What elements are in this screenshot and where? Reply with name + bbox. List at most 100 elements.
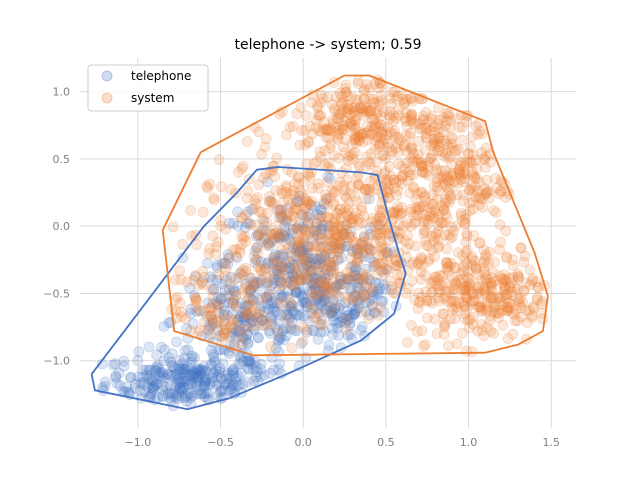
data-point-telephone	[157, 370, 169, 381]
data-point-telephone	[306, 286, 318, 298]
data-point-telephone	[256, 236, 268, 248]
legend-marker-telephone	[101, 70, 113, 82]
data-point-telephone	[154, 367, 166, 379]
data-point-telephone	[283, 300, 295, 312]
data-point-telephone	[274, 232, 286, 244]
data-point-system	[398, 140, 410, 152]
data-point-telephone	[373, 277, 385, 289]
data-point-system	[337, 104, 349, 116]
data-point-telephone	[342, 314, 354, 326]
data-point-telephone	[244, 355, 256, 367]
data-point-telephone	[185, 307, 197, 319]
data-point-system	[386, 147, 398, 158]
data-point-telephone	[275, 292, 287, 304]
data-point-telephone	[288, 263, 300, 274]
data-point-telephone	[322, 229, 334, 241]
data-point-system	[286, 342, 298, 354]
data-point-system	[260, 133, 272, 145]
data-point-system	[512, 268, 524, 280]
data-point-telephone	[304, 257, 316, 269]
data-point-telephone	[315, 291, 327, 302]
data-point-telephone	[281, 303, 293, 314]
data-point-telephone	[205, 360, 217, 372]
data-point-telephone	[274, 283, 285, 295]
data-point-system	[392, 269, 404, 281]
data-point-telephone	[302, 301, 314, 313]
data-point-telephone	[271, 255, 283, 267]
data-point-system	[321, 176, 333, 188]
data-point-system	[320, 234, 332, 246]
data-point-telephone	[215, 372, 227, 384]
data-point-telephone	[177, 367, 189, 379]
data-point-telephone	[145, 364, 157, 376]
data-point-telephone	[319, 304, 331, 316]
data-point-telephone	[235, 267, 247, 279]
data-point-system	[378, 133, 390, 145]
data-point-telephone	[212, 324, 224, 336]
data-point-telephone	[244, 272, 256, 284]
data-point-telephone	[192, 362, 204, 374]
data-point-system	[307, 239, 319, 251]
data-point-system	[410, 201, 422, 213]
data-point-system	[335, 213, 347, 225]
data-point-telephone	[309, 277, 321, 289]
data-point-telephone	[285, 247, 297, 259]
data-point-telephone	[343, 274, 355, 286]
data-point-system	[328, 196, 340, 208]
data-point-telephone	[335, 279, 346, 291]
data-point-system	[364, 158, 376, 170]
data-point-system	[386, 145, 398, 157]
data-point-system	[411, 118, 423, 130]
data-point-telephone	[308, 292, 319, 304]
data-point-telephone	[312, 273, 324, 285]
data-point-system	[386, 86, 398, 98]
data-point-telephone	[133, 346, 145, 358]
data-point-telephone	[318, 198, 330, 210]
data-point-telephone	[192, 365, 204, 377]
data-point-telephone	[165, 370, 177, 382]
data-point-system	[388, 110, 400, 121]
data-point-telephone	[319, 293, 331, 305]
data-point-telephone	[239, 301, 251, 313]
data-point-system	[208, 192, 220, 204]
data-point-system	[330, 91, 342, 103]
data-point-telephone	[327, 329, 339, 341]
data-point-system	[363, 313, 374, 324]
data-point-telephone	[331, 318, 342, 330]
data-point-telephone	[258, 305, 270, 317]
data-point-telephone	[327, 310, 339, 322]
data-point-system	[480, 162, 491, 173]
data-point-system	[177, 238, 189, 250]
data-point-system	[277, 188, 288, 199]
data-point-telephone	[324, 306, 336, 318]
data-point-telephone	[287, 269, 299, 281]
data-point-telephone	[134, 385, 146, 397]
data-point-system	[432, 226, 444, 237]
data-point-telephone	[369, 287, 381, 298]
data-point-system	[329, 121, 341, 133]
data-point-telephone	[190, 271, 201, 283]
data-point-telephone	[185, 356, 197, 368]
data-point-system	[451, 113, 463, 124]
data-point-telephone	[185, 377, 197, 389]
data-point-telephone	[308, 325, 320, 337]
data-point-system	[341, 106, 353, 117]
data-point-system	[375, 126, 387, 138]
data-point-telephone	[231, 380, 243, 392]
data-point-telephone	[254, 304, 266, 316]
data-point-system	[456, 121, 468, 133]
data-point-telephone	[200, 376, 212, 388]
data-point-system	[443, 196, 455, 208]
data-point-telephone	[275, 212, 287, 223]
data-point-telephone	[357, 286, 369, 298]
data-point-telephone	[242, 206, 254, 218]
data-point-system	[361, 269, 373, 281]
data-point-telephone	[352, 302, 364, 314]
data-point-system	[413, 135, 425, 147]
data-point-telephone	[284, 235, 296, 247]
data-point-system	[293, 274, 305, 286]
data-point-telephone	[239, 321, 251, 333]
data-point-system	[481, 187, 493, 199]
data-point-system	[294, 139, 306, 151]
data-point-system	[347, 102, 359, 114]
